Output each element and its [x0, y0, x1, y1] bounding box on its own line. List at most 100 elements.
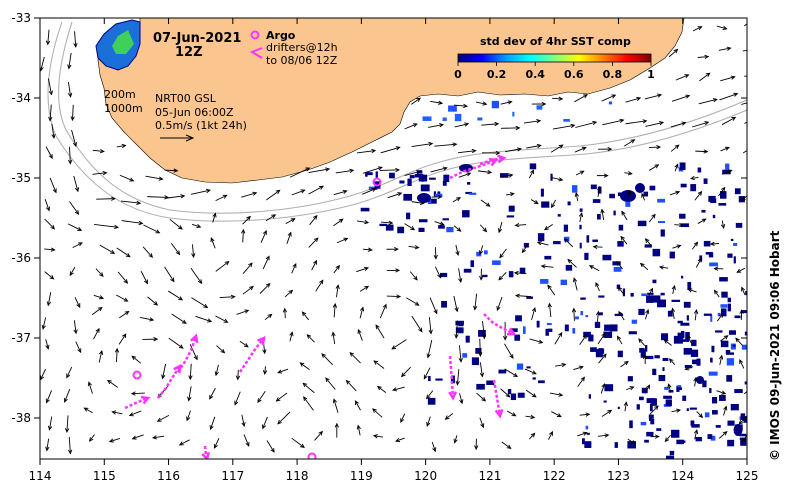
current-arrow	[743, 388, 747, 395]
current-arrow	[663, 339, 672, 346]
current-arrow	[88, 434, 95, 442]
current-arrow	[64, 415, 70, 434]
lon-tick-label: 125	[736, 469, 759, 483]
current-arrow	[696, 411, 704, 419]
current-arrow	[453, 295, 459, 313]
sst-patch	[722, 169, 731, 175]
current-arrow	[186, 410, 191, 422]
current-arrow	[684, 366, 694, 371]
current-arrow	[694, 190, 703, 201]
sst-patch	[631, 319, 637, 324]
current-arrow	[552, 123, 576, 130]
current-arrow	[648, 145, 662, 150]
sst-patch	[397, 226, 405, 234]
sst-patch	[662, 357, 669, 362]
current-arrow	[572, 277, 578, 291]
sst-patch	[710, 314, 713, 322]
sst-patch	[711, 410, 718, 415]
current-arrow	[716, 390, 727, 395]
current-arrow	[359, 306, 365, 319]
current-arrow	[168, 290, 184, 301]
current-arrow	[697, 218, 707, 224]
current-arrow	[428, 317, 433, 335]
current-arrow	[525, 389, 537, 398]
sst-patch	[609, 193, 615, 199]
sst-patch	[470, 260, 475, 268]
sst-patch	[538, 380, 545, 384]
current-arrow	[626, 386, 635, 391]
sst-patch	[420, 184, 430, 192]
sst-patch	[704, 412, 710, 418]
sst-patch	[669, 251, 675, 259]
colorbar-tick-label: 1	[647, 68, 655, 81]
sst-patch	[726, 375, 733, 382]
lat-tick-label: -38	[11, 411, 31, 425]
sst-patch	[540, 279, 549, 284]
sst-patch	[744, 381, 747, 385]
current-arrow	[241, 414, 246, 428]
longitude-axis: 114 115 116 117 118 119 120 121 122 123 124 125	[29, 18, 759, 483]
current-arrow	[242, 285, 254, 295]
current-arrow	[404, 123, 418, 130]
sst-patch	[450, 375, 455, 384]
sst-patch	[715, 330, 723, 333]
current-arrow	[741, 102, 747, 105]
current-arrow	[505, 147, 523, 153]
current-arrow	[746, 219, 747, 221]
sst-patch	[725, 350, 731, 354]
sst-patch	[417, 193, 431, 203]
current-arrow	[444, 413, 454, 420]
sst-patch	[491, 100, 499, 109]
lat-tick-label: -33	[11, 11, 31, 25]
current-arrow	[406, 297, 420, 306]
current-arrow	[391, 339, 407, 350]
current-arrow	[746, 248, 747, 250]
sst-patch	[739, 433, 747, 437]
current-arrow	[74, 297, 81, 309]
sst-patch	[708, 253, 714, 258]
sst-patch	[427, 397, 436, 405]
vector-scale-arrow	[160, 134, 195, 142]
sst-patch	[510, 328, 518, 333]
sst-patch	[618, 224, 624, 231]
colorbar-title: std dev of 4hr SST comp	[480, 35, 631, 48]
current-arrow	[156, 414, 170, 422]
current-arrow	[748, 173, 751, 180]
current-arrow	[453, 435, 458, 444]
sst-patch	[658, 374, 666, 382]
current-arrow	[92, 170, 108, 176]
current-arrow	[720, 335, 729, 342]
current-arrow	[742, 148, 747, 154]
sst-patch	[730, 238, 734, 242]
sst-patch	[597, 214, 601, 220]
current-arrow	[528, 169, 535, 179]
sst-patch	[541, 201, 550, 208]
current-arrow	[235, 369, 241, 381]
sst-patch	[645, 345, 648, 352]
current-arrow	[68, 146, 73, 165]
sst-patch	[540, 188, 544, 197]
current-arrow	[693, 376, 698, 387]
current-arrow	[121, 220, 144, 226]
current-arrow	[664, 434, 671, 443]
current-arrow	[547, 302, 552, 318]
sst-patch	[438, 225, 445, 229]
current-arrow	[452, 197, 462, 203]
sst-patch	[399, 180, 405, 184]
sst-patch	[588, 334, 594, 342]
current-arrow	[741, 286, 746, 296]
sst-patch	[565, 264, 573, 271]
current-arrow	[98, 349, 104, 363]
current-arrow	[259, 282, 271, 294]
sst-patch	[508, 205, 515, 212]
sst-patch	[680, 183, 687, 188]
sst-patch	[665, 455, 675, 459]
current-arrow	[474, 438, 479, 451]
sst-patch	[572, 328, 576, 334]
sst-patch	[661, 333, 669, 341]
current-arrow	[478, 338, 483, 358]
sst-patch	[709, 262, 718, 267]
sst-patch	[652, 248, 661, 257]
sst-patch	[435, 378, 443, 381]
